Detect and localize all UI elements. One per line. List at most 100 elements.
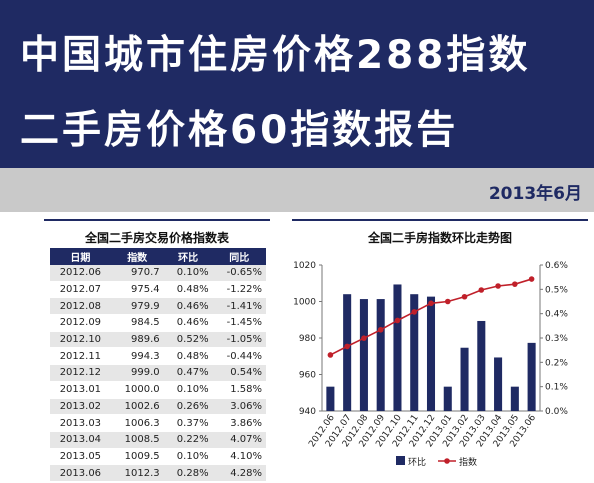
cell-yoy: -0.44% <box>212 347 266 366</box>
report-title-line1: 中国城市住房价格288指数 <box>20 33 531 78</box>
cell-date: 2012.06 <box>50 265 111 282</box>
cell-yoy: 4.10% <box>212 448 266 466</box>
point-index <box>411 309 418 315</box>
cell-index: 1008.5 <box>110 431 164 449</box>
point-index <box>444 298 451 305</box>
cell-index: 989.6 <box>110 331 164 349</box>
table-row: 2013.03 1006.3 0.37% 3.86% <box>50 414 266 432</box>
cell-index: 984.5 <box>110 314 164 332</box>
point-index <box>512 281 518 287</box>
bar-mom <box>477 320 486 411</box>
cell-mom: 0.48% <box>163 347 213 366</box>
bar-mom <box>376 299 385 411</box>
cell-yoy: 4.07% <box>212 431 266 449</box>
cell-yoy: 1.58% <box>212 381 266 399</box>
cell-yoy: -1.41% <box>212 297 266 316</box>
cell-date: 2012.10 <box>50 331 111 349</box>
col-header-index: 指数 <box>110 248 164 265</box>
table-header-row: 日期 指数 环比 同比 <box>50 248 266 265</box>
cell-yoy: 3.06% <box>212 398 266 416</box>
y-right-tick-label: 0.2% <box>545 358 568 368</box>
table-row: 2012.08 979.9 0.46% -1.41% <box>50 297 266 316</box>
cell-date: 2013.03 <box>50 414 111 432</box>
cell-mom: 0.28% <box>163 464 213 482</box>
bar-mom <box>460 347 469 411</box>
cell-date: 2013.02 <box>50 398 111 416</box>
table-top-rule <box>44 219 270 221</box>
col-header-yoy: 同比 <box>212 248 266 265</box>
point-index <box>495 283 501 289</box>
point-index <box>327 352 334 358</box>
cell-mom: 0.48% <box>163 281 213 299</box>
point-index <box>528 276 535 282</box>
y-left-tick-label: 940 <box>299 407 316 417</box>
y-left-tick-label: 960 <box>299 371 316 381</box>
table-title: 全国二手房交易价格指数表 <box>84 231 229 245</box>
bar-mom <box>494 357 503 411</box>
table-row: 2012.06 970.7 0.10% -0.65% <box>50 265 266 282</box>
cell-yoy: -1.45% <box>212 314 266 332</box>
report-title-line2: 二手房价格60指数报告 <box>20 108 459 153</box>
legend-label-mom: 环比 <box>408 456 426 468</box>
bar-mom <box>359 299 368 411</box>
table-row: 2013.04 1008.5 0.22% 4.07% <box>50 431 266 449</box>
cell-date: 2013.06 <box>50 464 111 482</box>
cell-mom: 0.46% <box>163 297 213 316</box>
cell-mom: 0.22% <box>163 431 213 449</box>
table-row: 2012.10 989.6 0.52% -1.05% <box>50 331 266 349</box>
y-right-tick-label: 0.6% <box>545 261 568 271</box>
y-right-tick-label: 0.3% <box>545 334 568 344</box>
cell-mom: 0.47% <box>163 364 213 382</box>
cell-date: 2012.08 <box>50 297 111 316</box>
point-index <box>428 300 434 307</box>
point-index <box>377 326 384 333</box>
table-row: 2012.12 999.0 0.47% 0.54% <box>50 364 266 382</box>
y-left-tick-label: 1000 <box>293 298 316 308</box>
cell-index: 994.3 <box>110 347 164 366</box>
y-right-tick-label: 0.4% <box>545 310 568 320</box>
cell-index: 975.4 <box>110 281 164 299</box>
bar-mom <box>510 386 519 411</box>
cell-yoy: -1.05% <box>212 331 266 349</box>
bar-mom <box>326 386 335 411</box>
cell-index: 999.0 <box>110 364 164 382</box>
point-index <box>361 335 367 341</box>
bar-mom <box>393 284 402 411</box>
report-date: 2013年6月 <box>488 184 582 204</box>
cell-yoy: 0.54% <box>212 364 266 382</box>
header-banner: 中国城市住房价格288指数 二手房价格60指数报告 <box>0 0 594 168</box>
y-right-tick-label: 0.0% <box>545 407 568 417</box>
col-header-date: 日期 <box>50 248 111 265</box>
cell-index: 1006.3 <box>110 414 164 432</box>
cell-mom: 0.26% <box>163 398 213 416</box>
legend-swatch-mom <box>396 456 405 465</box>
cell-index: 1000.0 <box>110 381 164 399</box>
point-index <box>478 287 485 293</box>
bar-mom <box>443 386 452 411</box>
cell-date: 2013.05 <box>50 448 111 466</box>
legend-label-index: 指数 <box>459 456 477 468</box>
bar-mom <box>343 294 352 411</box>
cell-index: 970.7 <box>110 265 164 282</box>
cell-date: 2013.04 <box>50 431 111 449</box>
legend-marker-index <box>444 458 450 464</box>
point-index <box>394 317 401 324</box>
cell-yoy: -0.65% <box>212 265 266 282</box>
cell-date: 2012.07 <box>50 281 111 299</box>
table-row: 2012.07 975.4 0.48% -1.22% <box>50 281 266 299</box>
cell-mom: 0.46% <box>163 314 213 332</box>
cell-mom: 0.10% <box>163 265 213 282</box>
cell-mom: 0.37% <box>163 414 213 432</box>
y-left-tick-label: 1020 <box>293 261 316 271</box>
table-row: 2013.01 1000.0 0.10% 1.58% <box>50 381 266 399</box>
cell-date: 2013.01 <box>50 381 111 399</box>
table-row: 2013.06 1012.3 0.28% 4.28% <box>50 464 266 482</box>
bar-mom <box>410 294 419 411</box>
cell-index: 1012.3 <box>110 464 164 482</box>
cell-mom: 0.10% <box>163 448 213 466</box>
point-index <box>461 293 468 300</box>
cell-yoy: 3.86% <box>212 414 266 432</box>
cell-date: 2012.12 <box>50 364 111 382</box>
table-row: 2013.05 1009.5 0.10% 4.10% <box>50 448 266 466</box>
